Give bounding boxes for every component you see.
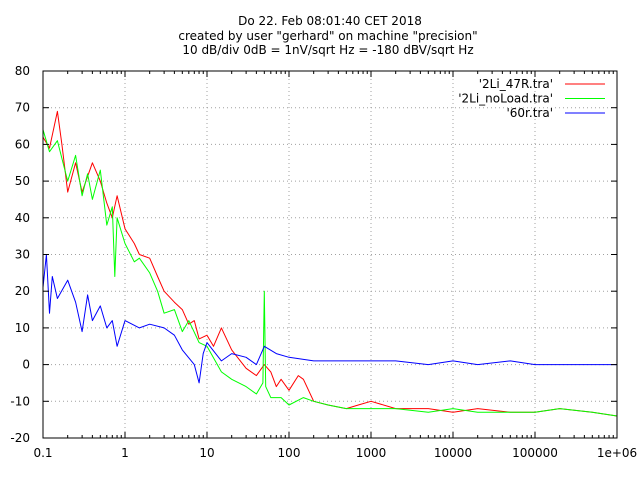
title-line-2: created by user "gerhard" on machine "pr… [178,29,477,43]
legend: '2Li_47R.tra''2Li_noLoad.tra''60r.tra' [458,77,605,120]
x-tick-label: 1 [121,446,129,460]
x-tick-labels: 0.1 1 10 100 1000 10000 100000 1e+06 [33,446,637,460]
x-tick-label: 100000 [512,446,558,460]
y-tick-labels: -20 -10 0 10 20 30 40 50 60 70 80 [10,64,30,445]
series-line-2 [42,129,618,417]
y-tick-label: 80 [15,64,30,78]
chart-title: Do 22. Feb 08:01:40 CET 2018 created by … [178,14,477,57]
title-line-1: Do 22. Feb 08:01:40 CET 2018 [238,14,422,28]
y-tick-label: 70 [15,101,30,115]
y-tick-label: 40 [15,211,30,225]
y-tick-label: -10 [10,394,30,408]
x-tick-label: 1e+06 [597,446,637,460]
y-tick-label: 50 [15,174,30,188]
x-tick-label: 1000 [356,446,387,460]
legend-label-3: '60r.tra' [506,106,553,120]
x-tick-label: 100 [278,446,301,460]
x-tick-label: 10000 [434,446,472,460]
plot-frame [42,70,618,439]
axis-ticks [42,70,618,439]
series-lines [42,110,618,417]
y-tick-label: 10 [15,321,30,335]
x-tick-label: 0.1 [33,446,52,460]
y-tick-label: 0 [22,358,30,372]
legend-label-1: '2Li_47R.tra' [479,77,553,91]
y-tick-label: -20 [10,431,30,445]
title-line-3: 10 dB/div 0dB = 1nV/sqrt Hz = -180 dBV/s… [182,43,473,57]
y-tick-label: 20 [15,284,30,298]
series-line-1 [42,110,618,417]
y-tick-label: 60 [15,137,30,151]
x-tick-label: 10 [199,446,214,460]
grid [43,71,617,438]
legend-label-2: '2Li_noLoad.tra' [458,92,553,106]
series-line-3 [42,254,617,384]
y-tick-label: 30 [15,248,30,262]
